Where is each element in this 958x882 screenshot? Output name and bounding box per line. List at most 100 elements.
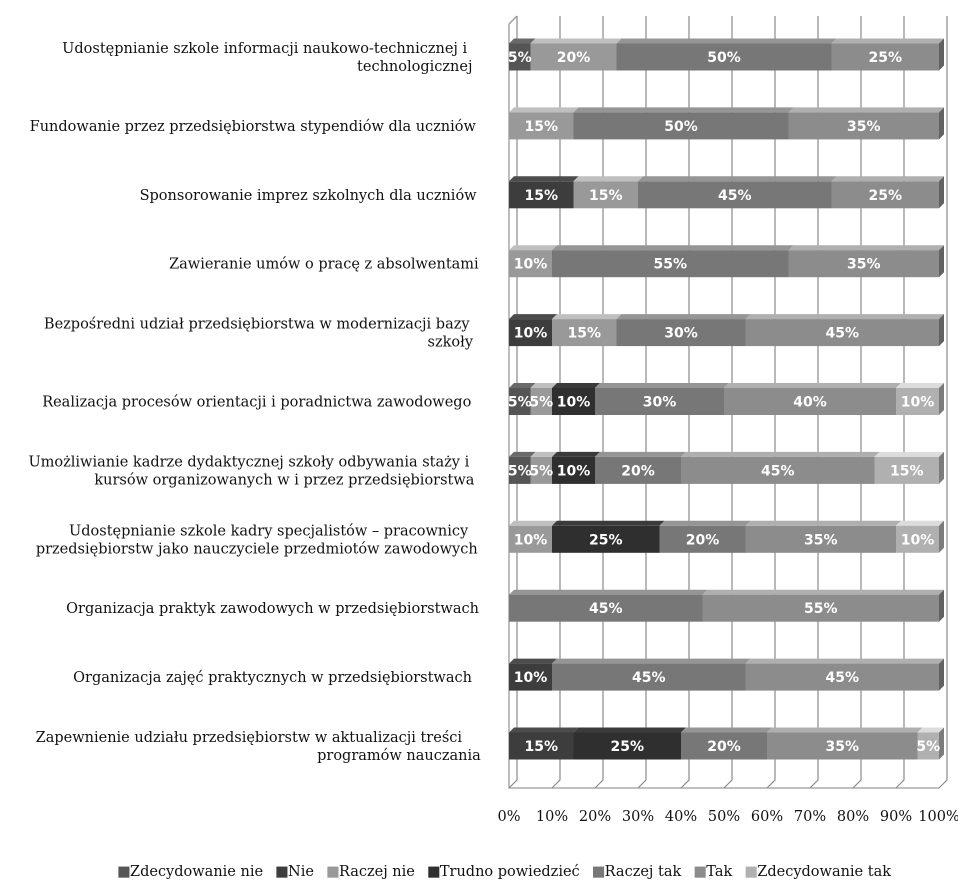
data-label: 50% [707,50,741,66]
data-label: 30% [643,395,677,411]
legend-item: ■ Raczej tak [592,864,682,880]
bar-segment [509,250,552,278]
bar-top-face [509,451,536,457]
data-label: 5% [508,463,532,479]
bar-side-face [939,520,944,553]
legend-marker: ■ [117,864,131,880]
bar-segment [509,181,574,209]
bar-segment [616,43,832,71]
bar-segment [573,732,681,760]
category-label: Sponsorowanie imprez szkolnych dla uczni… [140,188,478,204]
data-label: 45% [589,601,623,617]
bar-segment [745,663,939,691]
bar-side-face [939,589,944,622]
bar-side-face [939,451,944,484]
bar-side-face [939,38,944,71]
bar-top-face [573,176,643,182]
bar-top-face [509,107,579,113]
data-label: 35% [804,532,838,548]
legend-item: ■ Zdecydowanie tak [744,864,891,880]
data-label: 10% [514,326,548,342]
bar-segment [552,663,746,691]
x-tick-label: 60% [751,809,783,825]
category-label: Organizacja praktyk zawodowych w przedsi… [66,601,479,617]
bar-top-face [681,451,880,457]
x-tick-label: 30% [622,809,654,825]
bar-top-face [831,38,944,44]
data-label: 45% [761,463,795,479]
data-label: 40% [793,395,827,411]
bar-top-face [552,314,622,320]
category-label: Zapewnienie udziału przedsiębiorstw w ak… [36,730,481,764]
bar-segment [917,732,939,760]
bar-side-face [939,727,944,760]
legend-item: ■ Raczej nie [326,864,415,880]
category-label: Organizacja zajęć praktycznych w przedsi… [73,670,472,686]
legend-label: Raczej tak [605,864,682,880]
bar-top-face [509,245,557,251]
legend-item: ■ Nie [275,864,314,880]
bar-segment [896,525,939,553]
bar-segment [702,594,939,622]
legend-marker: ■ [427,864,441,880]
bar-side-face [939,658,944,691]
bar-segment [552,388,595,415]
bar-top-face [530,38,622,44]
bar-top-face [638,176,837,182]
bar-segment [767,732,918,760]
bar-segment [788,112,939,140]
data-label: 10% [557,395,591,411]
data-label: 55% [804,601,838,617]
data-label: 25% [610,739,644,755]
bar-segment [552,525,660,553]
data-label: 5% [916,739,940,755]
bar-top-face [509,383,536,388]
bar-top-face [745,520,901,526]
bar-top-face [595,383,729,388]
legend-marker: ■ [744,864,758,880]
data-label: 5% [529,463,553,479]
bar-top-face [767,727,923,733]
bar-top-face [552,520,665,526]
bar-segment [724,388,896,415]
bar-segment [681,732,767,760]
legend-label: Zdecydowanie nie [130,864,263,880]
category-label: Bezpośredni udział przedsiębiorstwa w mo… [44,317,474,351]
bar-top-face [552,245,794,251]
legend-label: Nie [288,864,314,880]
gridline [938,16,948,789]
legend-marker: ■ [275,864,289,880]
legend-marker: ■ [326,864,340,880]
bar-top-face [530,383,557,388]
data-label: 5% [508,50,532,66]
bar-top-face [702,589,944,595]
data-label: 45% [718,188,752,204]
x-tick-label: 70% [794,809,826,825]
bar-segment [638,181,832,209]
data-label: 35% [847,119,881,135]
legend-label: Tak [706,864,732,880]
bar-top-face [595,451,686,457]
bar-side-face [939,107,944,140]
bar-segment [552,250,789,278]
bar-top-face [917,727,944,733]
bar-side-face [939,245,944,278]
bar-segment [745,525,896,553]
bar-segment [530,388,552,415]
data-label: 30% [664,326,698,342]
data-label: 10% [901,395,935,411]
bar-segment [509,594,703,622]
bar-side-face [939,314,944,347]
bar-top-face [745,658,944,664]
bar-segment [573,112,789,140]
bar-top-face [509,38,536,44]
bars-layer: 5% 20% 50% 25% 15% 50% 35% 15% 15% 45% 25% 10% 55% 35… [508,38,944,760]
category-label: Umożliwianie kadrze dydaktycznej szkoły … [28,454,474,488]
bar-segment [509,43,531,71]
bar-segment [595,456,681,484]
x-tick-label: 10% [536,809,568,825]
bar-top-face [552,383,600,388]
data-label: 25% [589,532,623,548]
bar-top-face [509,176,579,182]
bar-segment [874,456,939,484]
